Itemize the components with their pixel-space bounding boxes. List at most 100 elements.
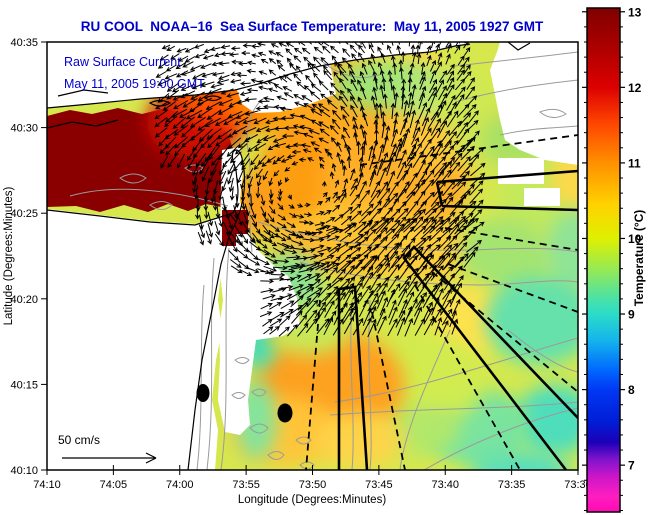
radar-beam-dashed xyxy=(444,227,578,251)
x-tick-label: 74:10 xyxy=(33,479,61,491)
current-arrow xyxy=(155,51,470,80)
coastline xyxy=(507,42,531,51)
colorbar-tick-label: 13 xyxy=(628,5,642,19)
current-arrow xyxy=(228,225,483,270)
y-axis-title: Latitude (Degrees:Minutes) xyxy=(3,186,15,325)
sst-blob xyxy=(485,275,578,365)
sst-blob xyxy=(375,335,485,425)
bathymetry-contour xyxy=(317,57,383,78)
current-arrow xyxy=(229,216,479,253)
bathymetry-contour xyxy=(234,357,250,364)
radar-beam-dashed xyxy=(305,299,321,470)
y-tick-label: 40:35 xyxy=(10,37,38,49)
x-tick-label: 73:30 xyxy=(564,479,592,491)
current-arrow xyxy=(199,187,484,230)
annotation-raw-surface-current: Raw Surface Current xyxy=(64,55,181,69)
y-tick-label: 40:20 xyxy=(10,294,38,306)
y-tick-label: 40:10 xyxy=(10,465,38,477)
radar-beam-solid xyxy=(435,169,578,212)
current-arrow xyxy=(159,116,479,163)
sst-blob xyxy=(434,79,506,131)
current-arrow xyxy=(193,159,486,212)
colorbar-border xyxy=(586,7,621,513)
current-arrow xyxy=(160,126,480,170)
current-vectors xyxy=(154,42,486,338)
coastline xyxy=(203,95,223,102)
sst-blob xyxy=(460,217,550,293)
bathymetry-contour xyxy=(299,261,578,286)
bathymetry-contour xyxy=(231,392,246,399)
coastline xyxy=(148,99,172,107)
sst-blob xyxy=(315,412,405,468)
current-arrow xyxy=(157,59,471,93)
bathymetry-contour xyxy=(368,299,372,470)
colorbar-tick-label: 8 xyxy=(628,383,635,397)
x-axis-title: Longitude (Degrees:Minutes) xyxy=(238,494,386,506)
current-arrow xyxy=(230,241,479,276)
scale-arrow xyxy=(62,452,157,464)
coastline xyxy=(57,89,109,97)
coastline xyxy=(47,43,471,109)
bathymetry-contour xyxy=(334,337,578,403)
land-mask xyxy=(47,209,236,470)
current-arrow xyxy=(260,251,476,284)
bathymetry-contour xyxy=(539,108,567,118)
current-arrow xyxy=(157,66,472,103)
radar-beam-solid xyxy=(337,285,369,470)
bathymetry-contour xyxy=(499,125,578,136)
bathymetry-contour xyxy=(69,188,229,207)
x-tick-label: 73:50 xyxy=(299,479,327,491)
bathymetry-contour xyxy=(507,329,578,373)
current-arrow xyxy=(158,107,479,152)
current-arrow xyxy=(192,136,485,186)
bathymetry-contour xyxy=(251,388,267,397)
y-tick-label: 40:15 xyxy=(10,379,38,391)
x-tick-label: 73:35 xyxy=(498,479,526,491)
current-arrow xyxy=(157,43,471,72)
bathymetry-contour xyxy=(267,451,285,460)
colorbar-gradient xyxy=(587,8,620,512)
radar-beam-solid xyxy=(402,245,578,470)
radar-beam-dashed xyxy=(431,271,578,393)
station-dot xyxy=(277,403,293,423)
sst-blob xyxy=(470,450,570,470)
cloud-nodata-mask xyxy=(524,188,560,206)
bathymetry-contour xyxy=(299,461,315,470)
coastline xyxy=(229,149,246,223)
bathymetry-contour xyxy=(184,164,204,173)
x-tick-label: 73:40 xyxy=(431,479,459,491)
colorbar-tick-label: 10 xyxy=(628,232,642,246)
current-arrow xyxy=(154,99,477,142)
annotation-current-timestamp: May 11, 2005 19:00 GMT xyxy=(64,77,205,91)
render-root: 74:10 74:05 74:00 73:55 73:50 73:45 73:40 73:35… xyxy=(10,5,642,513)
x-tick-label: 73:45 xyxy=(365,479,393,491)
y-tick-label: 40:30 xyxy=(10,123,38,135)
current-arrow xyxy=(159,42,469,63)
radar-beam-dashed xyxy=(359,134,578,166)
map-layers xyxy=(47,42,578,470)
colorbar-tick-label: 9 xyxy=(628,308,635,322)
bathymetry-contour xyxy=(196,284,205,470)
bathymetry-contour xyxy=(295,436,312,445)
bathymetry-contour xyxy=(206,257,215,470)
x-tick-label: 74:05 xyxy=(100,479,128,491)
cloud-nodata-mask xyxy=(498,158,544,184)
coastline xyxy=(47,119,119,129)
bathymetry-contour xyxy=(249,423,269,434)
bathymetry-contour xyxy=(454,79,578,103)
bathymetry-contour xyxy=(220,247,230,470)
scale-arrow-label: 50 cm/s xyxy=(58,433,100,447)
bathymetry-contour xyxy=(149,201,173,210)
colorbar-tick-label: 11 xyxy=(628,156,641,170)
current-arrow xyxy=(260,264,464,302)
bathymetry-contour xyxy=(119,173,147,184)
cloud-nodata-mask xyxy=(490,42,578,165)
station-dot xyxy=(196,384,210,402)
colorbar-title: Temperature (°C) xyxy=(632,210,646,307)
x-tick-label: 74:00 xyxy=(166,479,194,491)
bathymetry-contour xyxy=(423,407,578,470)
bathymetry-contour xyxy=(454,51,578,67)
colorbar-tick-label: 12 xyxy=(628,81,642,95)
